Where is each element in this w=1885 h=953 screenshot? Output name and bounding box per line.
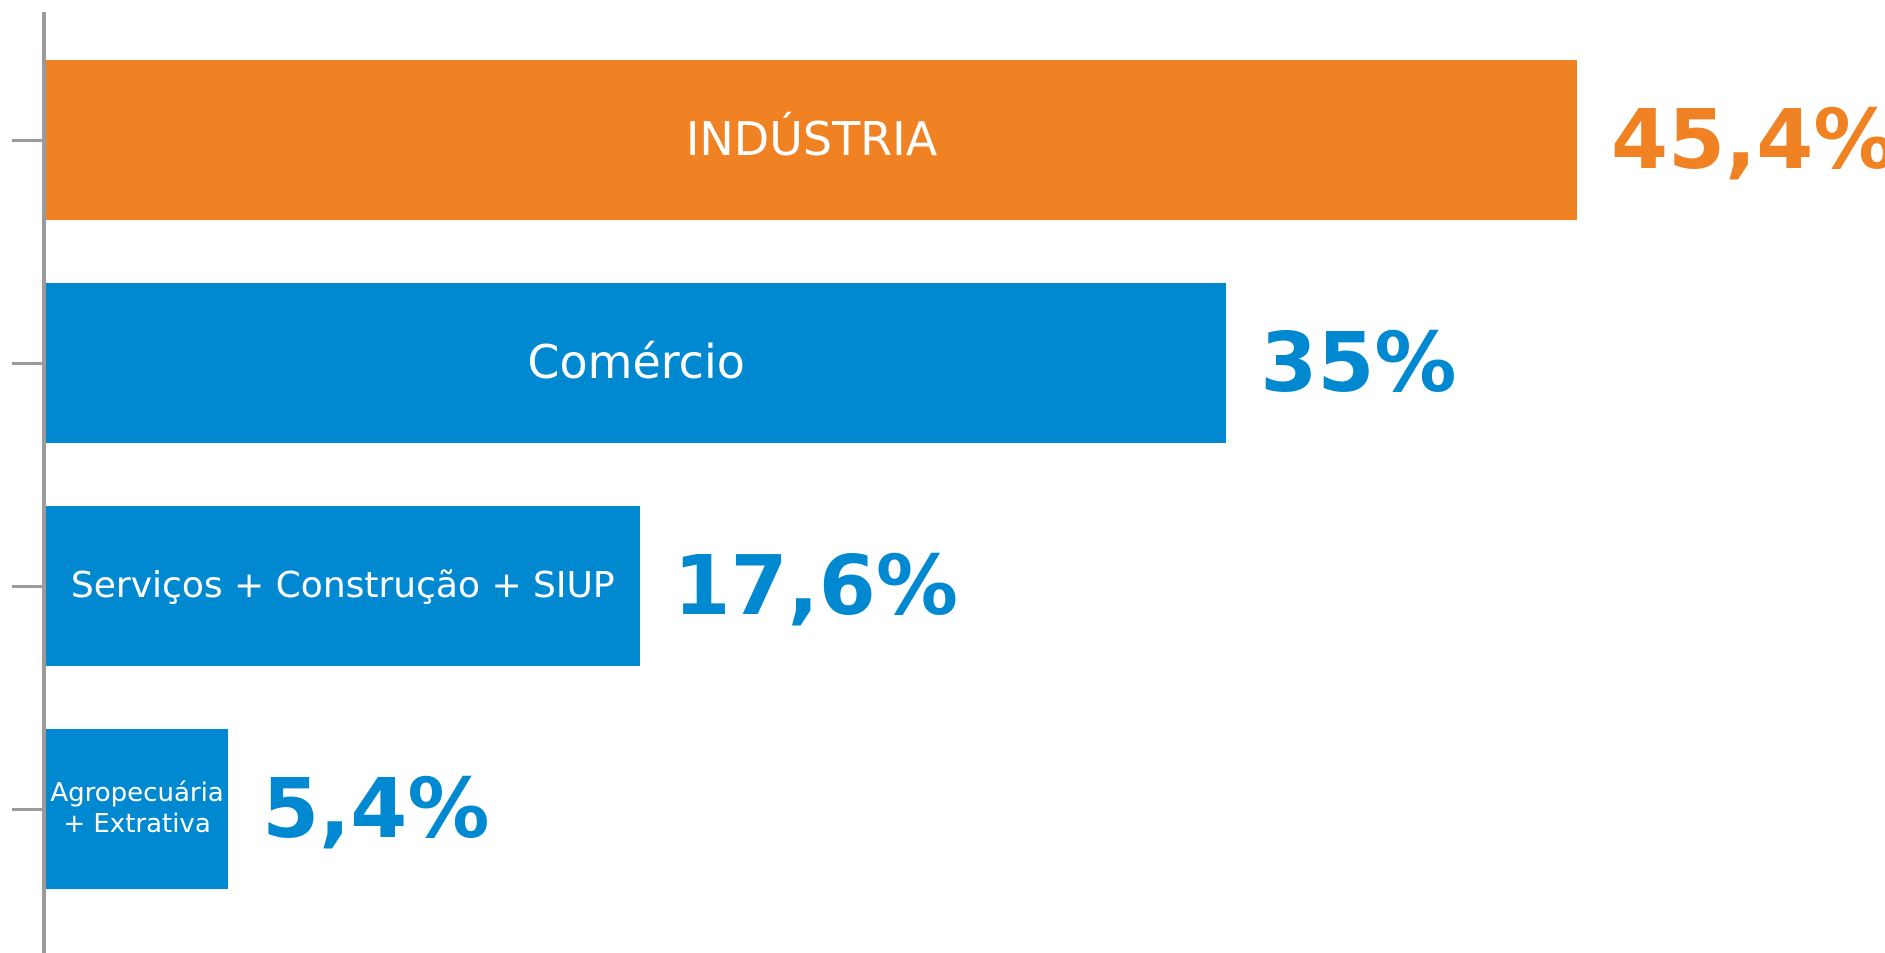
- bar: Comércio: [46, 283, 1227, 443]
- y-axis: [42, 12, 46, 953]
- tick: [12, 362, 44, 365]
- tick: [12, 139, 44, 142]
- value-label: 45,4%: [1611, 92, 1885, 188]
- bar: Serviços + Construção + SIUP: [46, 506, 640, 666]
- bar: INDÚSTRIA: [46, 60, 1577, 220]
- tick: [12, 585, 44, 588]
- bar: Agropecuária + Extrativa: [46, 729, 229, 889]
- value-label: 17,6%: [673, 538, 958, 634]
- tick: [12, 808, 44, 811]
- value-label: 35%: [1260, 315, 1457, 411]
- value-label: 5,4%: [262, 761, 490, 857]
